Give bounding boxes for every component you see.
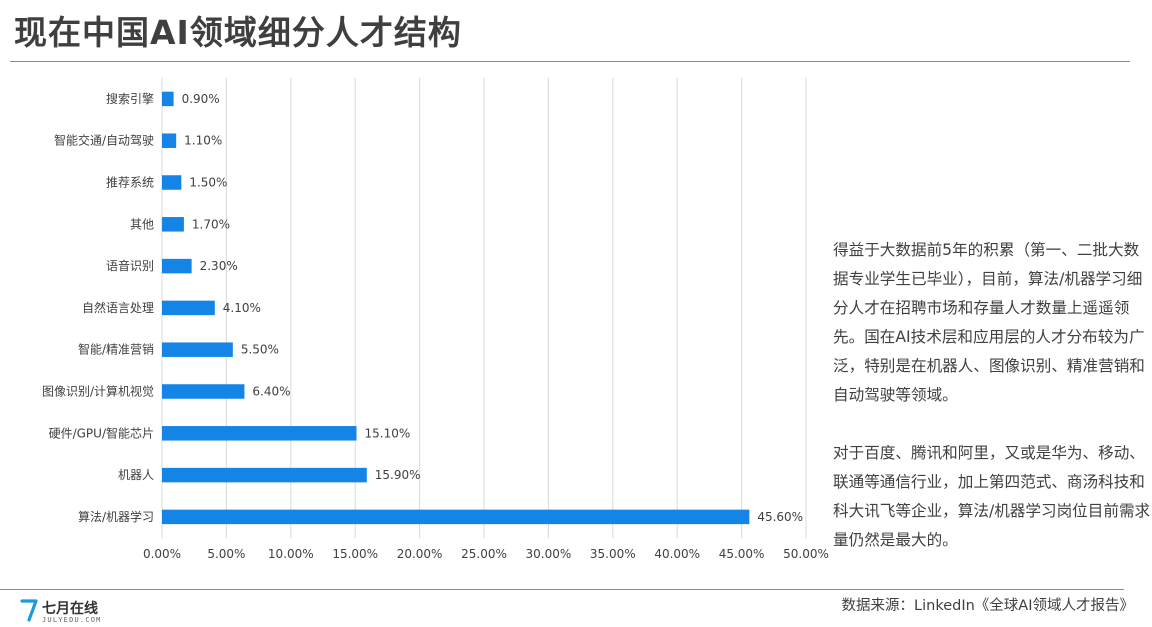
bar: [162, 342, 233, 357]
commentary-paragraph-1: 得益于大数据前5年的积累（第一、二批大数据专业学生已毕业），目前，算法/机器学习…: [833, 241, 1145, 404]
bar: [162, 426, 357, 441]
x-tick-label: 15.00%: [332, 547, 378, 561]
x-tick-label: 35.00%: [590, 547, 636, 561]
x-tick-label: 20.00%: [397, 547, 443, 561]
value-label: 2.30%: [200, 259, 238, 273]
x-tick-label: 30.00%: [526, 547, 572, 561]
bar: [162, 384, 245, 399]
bar: [162, 91, 174, 107]
bar-chart: 搜索引擎智能交通/自动驾驶推荐系统其他语音识别自然语言处理智能/精准营销图像识别…: [42, 78, 829, 561]
footer-divider: [0, 589, 1124, 590]
bar: [162, 467, 367, 483]
bar: [162, 258, 192, 274]
title-divider: [10, 61, 1130, 62]
value-label: 1.50%: [189, 176, 227, 190]
category-label: 自然语言处理: [82, 300, 154, 315]
x-tick-label: 0.00%: [143, 547, 181, 561]
logo-subtitle: JULYEDU.COM: [42, 616, 102, 624]
x-tick-label: 45.00%: [719, 547, 765, 561]
bars: [162, 91, 750, 525]
value-label: 15.90%: [375, 468, 421, 482]
commentary: 得益于大数据前5年的积累（第一、二批大数据专业学生已毕业），目前，算法/机器学习…: [833, 236, 1151, 584]
category-label: 智能交通/自动驾驶: [54, 133, 154, 148]
value-label: 5.50%: [241, 343, 279, 357]
category-label: 语音识别: [106, 258, 154, 273]
grid-lines: [161, 78, 807, 538]
value-labels: 0.90% 1.10% 1.50% 1.70% 2.30% 4.10% 5.50% 6.40%…: [182, 92, 804, 524]
category-label: 搜索引擎: [106, 91, 154, 106]
value-label: 1.10%: [184, 134, 222, 148]
category-label: 算法/机器学习: [78, 509, 154, 524]
x-axis-tick-labels: 0.00% 5.00% 10.00% 15.00% 20.00% 25.00% 30.00%…: [143, 547, 829, 561]
data-source: 数据来源：LinkedIn《全球AI领域人才报告》: [841, 598, 1134, 614]
x-tick-label: 50.00%: [783, 547, 829, 561]
bar: [162, 175, 182, 190]
value-label: 0.90%: [182, 92, 220, 106]
logo-name: 七月在线: [42, 601, 98, 617]
seven-logo-icon: [20, 599, 38, 622]
category-label: 图像识别/计算机视觉: [42, 384, 154, 399]
category-label: 硬件/GPU/智能芯片: [49, 425, 154, 440]
category-label: 智能/精准营销: [78, 342, 154, 357]
bar: [162, 300, 215, 316]
value-label: 15.10%: [364, 426, 410, 440]
bar: [162, 217, 184, 232]
value-label: 45.60%: [757, 510, 803, 524]
bar: [162, 133, 177, 148]
x-tick-label: 10.00%: [268, 547, 314, 561]
value-label: 4.10%: [223, 301, 261, 315]
bar: [162, 509, 750, 525]
category-label: 其他: [130, 217, 154, 231]
commentary-paragraph-2: 对于百度、腾讯和阿里，又或是华为、移动、联通等通信行业，加上第四范式、商汤科技和…: [833, 444, 1151, 549]
value-label: 1.70%: [192, 217, 230, 231]
x-tick-label: 25.00%: [461, 547, 507, 561]
x-tick-label: 40.00%: [654, 547, 700, 561]
x-tick-label: 5.00%: [207, 547, 245, 561]
category-label: 机器人: [118, 468, 154, 482]
category-label: 推荐系统: [106, 176, 154, 190]
category-labels: 搜索引擎智能交通/自动驾驶推荐系统其他语音识别自然语言处理智能/精准营销图像识别…: [42, 91, 154, 524]
page-title: 现在中国AI领域细分人才结构: [14, 13, 462, 52]
value-label: 6.40%: [252, 385, 290, 399]
